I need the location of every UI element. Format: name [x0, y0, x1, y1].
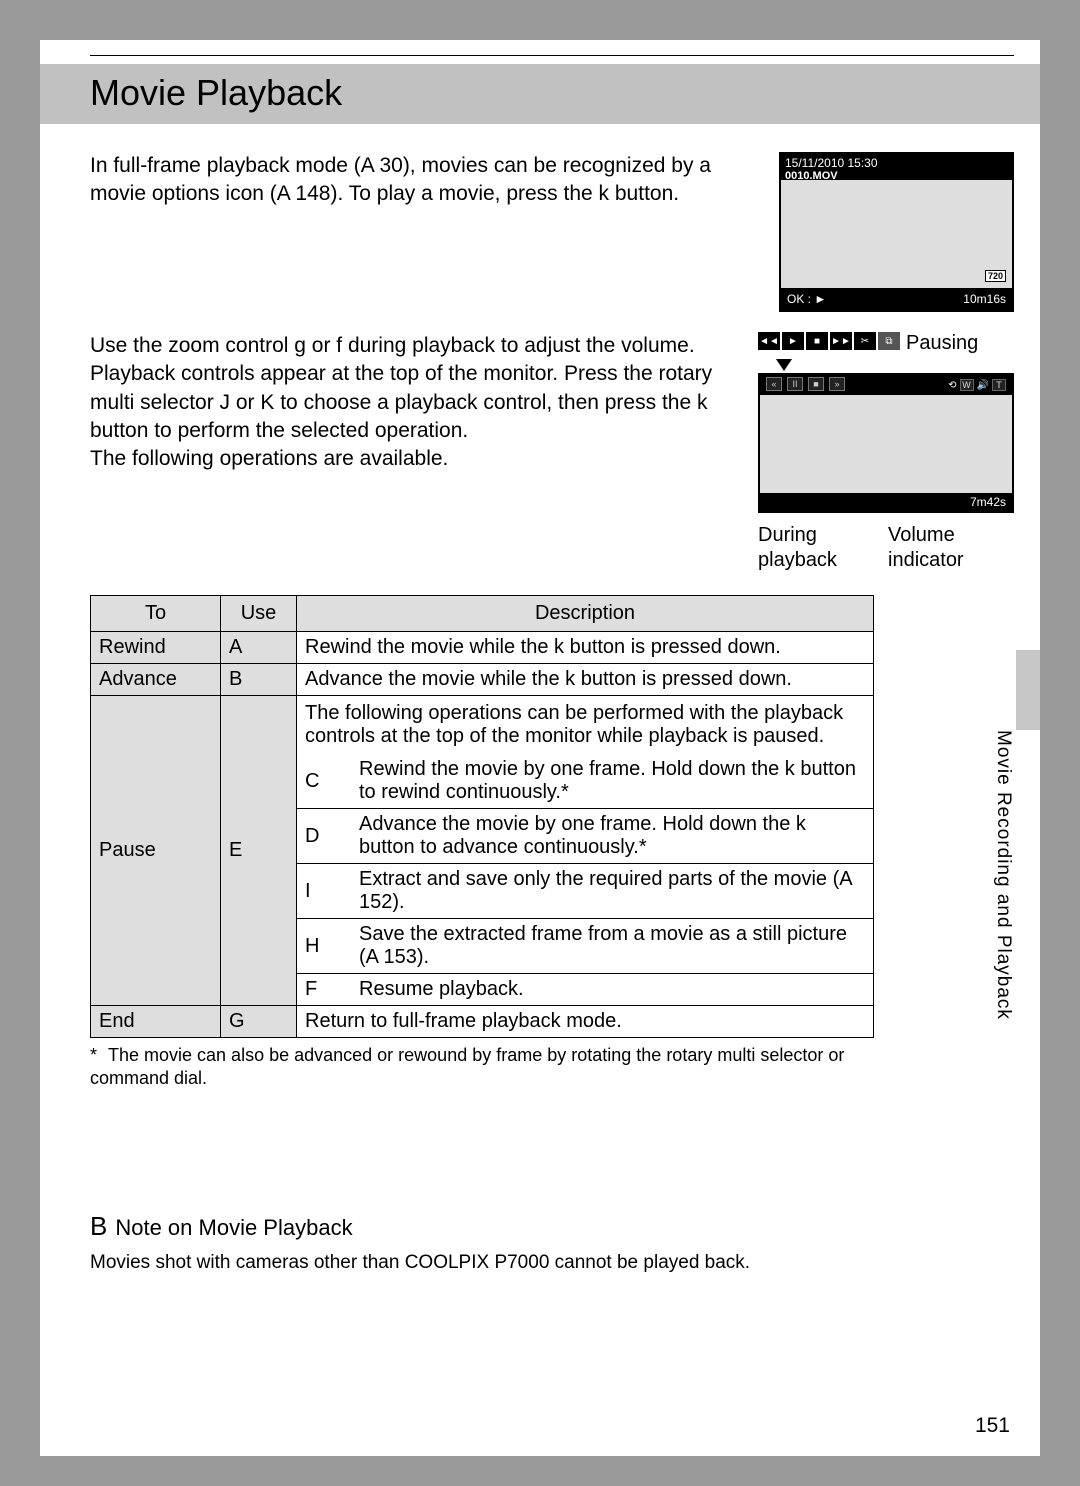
arrow-down-icon — [776, 359, 792, 371]
cell-desc: Advance the movie by one frame. Hold dow… — [351, 809, 873, 864]
footnote-text: The movie can also be advanced or rewoun… — [90, 1045, 844, 1088]
screen2-time: 7m42s — [970, 495, 1006, 509]
vol-wide-icon: ⟲ — [948, 380, 956, 391]
cell-use: A — [221, 632, 297, 664]
note-body: Movies shot with cameras other than COOL… — [90, 1252, 1014, 1274]
section-side-tab: Movie Recording and Playback — [992, 730, 1016, 1030]
table-row: Advance B Advance the movie while the k … — [91, 664, 874, 696]
asterisk-icon: * — [90, 1044, 108, 1067]
table-row: H Save the extracted frame from a movie … — [297, 919, 873, 974]
cell-use: G — [221, 1006, 297, 1038]
operations-table: To Use Description Rewind A Rewind the m… — [90, 595, 874, 1038]
pausing-strip-row: ◄◄ ► ■ ►► ✂ ⧉ Pausing — [758, 332, 1014, 355]
table-row: F Resume playback. — [297, 974, 873, 1006]
screen1-filename: 0010.MOV — [785, 170, 1008, 182]
table-footnote: *The movie can also be advanced or rewou… — [90, 1044, 910, 1091]
cell-use: D — [297, 809, 351, 864]
th-desc: Description — [297, 596, 874, 632]
cell-desc: Save the extracted frame from a movie as… — [351, 919, 873, 974]
caption-during: During playback — [758, 523, 888, 573]
controls-section: Use the zoom control g or f during playb… — [90, 332, 1014, 573]
cell-use: H — [297, 919, 351, 974]
cell-use: I — [297, 864, 351, 919]
table-row: Rewind A Rewind the movie while the k bu… — [91, 632, 874, 664]
screen2-top-bar: « II ■ » ⟲ W 🔊 T — [760, 375, 1012, 395]
pausing-label: Pausing — [906, 332, 978, 355]
cell-to: Pause — [91, 696, 221, 1006]
screen2-bottom-bar: 7m42s — [760, 493, 1012, 511]
save-icon: ⧉ — [878, 332, 900, 350]
forward-icon: ►► — [830, 332, 852, 350]
pause-icon: II — [787, 377, 803, 391]
playback-screen-paused: « II ■ » ⟲ W 🔊 T 7m42s — [758, 373, 1014, 513]
note-section: B Note on Movie Playback Movies shot with… — [90, 1211, 1014, 1274]
table-row: D Advance the movie by one frame. Hold d… — [297, 809, 873, 864]
controls-illustration: ◄◄ ► ■ ►► ✂ ⧉ Pausing « II ■ » — [758, 332, 1014, 573]
table-row: Pause E The following operations can be … — [91, 696, 874, 1006]
rewind-icon: ◄◄ — [758, 332, 780, 350]
intro-text: In full-frame playback mode (A 30), movi… — [90, 152, 765, 312]
stop2-icon: ■ — [808, 377, 824, 391]
note-icon: B — [90, 1211, 107, 1241]
vol-w-icon: W — [960, 379, 974, 391]
th-to: To — [91, 596, 221, 632]
pause-lead-text: The following operations can be performe… — [297, 696, 873, 754]
cell-to: Advance — [91, 664, 221, 696]
playback-screen-thumbnail: 15/11/2010 15:30 0010.MOV 720 OK : ► 10m… — [779, 152, 1014, 312]
vol-speaker-icon: 🔊 — [977, 380, 989, 391]
ok-play-hint: OK : ► — [787, 292, 826, 306]
play-icon: ► — [782, 332, 804, 350]
top-rule — [90, 55, 1014, 56]
cell-use: B — [221, 664, 297, 696]
cell-desc: Advance the movie while the k button is … — [297, 664, 874, 696]
cell-use: C — [297, 754, 351, 809]
page-title: Movie Playback — [90, 72, 1040, 114]
cell-desc: Return to full-frame playback mode. — [297, 1006, 874, 1038]
side-tab-stub — [1016, 650, 1040, 730]
pause-sub-table: C Rewind the movie by one frame. Hold do… — [297, 754, 873, 1005]
stop-icon: ■ — [806, 332, 828, 350]
frame-back-icon: « — [766, 377, 782, 391]
cell-desc: Extract and save only the required parts… — [351, 864, 873, 919]
title-bar: Movie Playback — [40, 64, 1040, 124]
table-row: I Extract and save only the required par… — [297, 864, 873, 919]
screen2-control-icons: « II ■ » — [766, 377, 845, 393]
resolution-badge: 720 — [985, 270, 1006, 282]
cell-to: End — [91, 1006, 221, 1038]
screen1-top-bar: 15/11/2010 15:30 0010.MOV — [781, 154, 1012, 180]
screen2-captions: During playback Volume indicator — [758, 523, 1014, 573]
cell-use: E — [221, 696, 297, 1006]
table-row: C Rewind the movie by one frame. Hold do… — [297, 754, 873, 809]
note-heading: B Note on Movie Playback — [90, 1211, 1014, 1242]
cell-desc: Resume playback. — [351, 974, 873, 1006]
frame-fwd-icon: » — [829, 377, 845, 391]
cut-icon: ✂ — [854, 332, 876, 350]
caption-volume: Volume indicator — [888, 523, 1014, 573]
intro-section: In full-frame playback mode (A 30), movi… — [90, 152, 1014, 312]
manual-page: Movie Playback In full-frame playback mo… — [40, 40, 1040, 1456]
volume-indicator: ⟲ W 🔊 T — [948, 377, 1006, 393]
screen1-duration: 10m16s — [963, 292, 1006, 306]
note-title: Note on Movie Playback — [115, 1215, 352, 1240]
screen1-date: 15/11/2010 15:30 — [785, 156, 1008, 170]
screen1-bottom-bar: OK : ► 10m16s — [781, 288, 1012, 310]
table-row: End G Return to full-frame playback mode… — [91, 1006, 874, 1038]
side-tab-label: Movie Recording and Playback — [992, 730, 1014, 1020]
controls-text: Use the zoom control g or f during playb… — [90, 332, 744, 573]
cell-desc: Rewind the movie by one frame. Hold down… — [351, 754, 873, 809]
cell-desc: The following operations can be performe… — [297, 696, 874, 1006]
vol-t-icon: T — [992, 379, 1006, 391]
cell-use: F — [297, 974, 351, 1006]
page-number: 151 — [975, 1414, 1010, 1438]
cell-to: Rewind — [91, 632, 221, 664]
cell-desc: Rewind the movie while the k button is p… — [297, 632, 874, 664]
playback-icons-strip: ◄◄ ► ■ ►► ✂ ⧉ — [758, 332, 900, 350]
th-use: Use — [221, 596, 297, 632]
